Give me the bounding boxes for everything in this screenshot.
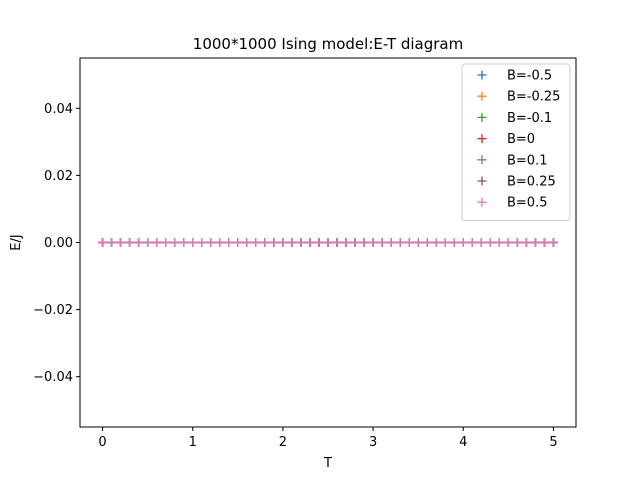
legend-label: B=0.1 xyxy=(507,153,548,168)
x-tick-label: 3 xyxy=(369,435,377,450)
x-tick-label: 5 xyxy=(549,435,557,450)
data-point xyxy=(350,238,360,247)
data-point xyxy=(404,238,414,247)
y-axis-label: E/J xyxy=(9,234,24,250)
legend-label: B=0 xyxy=(507,132,535,147)
data-point xyxy=(260,238,270,247)
data-point xyxy=(440,238,450,247)
data-point xyxy=(485,238,495,247)
x-tick-label: 2 xyxy=(279,435,287,450)
data-point xyxy=(539,238,549,247)
legend-label: B=-0.25 xyxy=(507,90,560,105)
data-point xyxy=(125,238,135,247)
data-point xyxy=(98,238,108,247)
data-point xyxy=(530,238,540,247)
data-point xyxy=(368,238,378,247)
data-point xyxy=(422,238,432,247)
data-point xyxy=(395,238,405,247)
y-tick-label: 0.04 xyxy=(44,102,73,117)
legend-marker xyxy=(477,70,487,80)
legend-label: B=-0.5 xyxy=(507,69,552,84)
data-point xyxy=(152,238,162,247)
legend-label: B=0.5 xyxy=(507,196,548,211)
data-point xyxy=(314,238,324,247)
data-point xyxy=(296,238,306,247)
legend-frame xyxy=(461,63,571,221)
legend-label: B=-0.1 xyxy=(507,111,552,126)
axis-ticks: 0 1 2 3 4 5 −0.04 −0.02 0.00 0.02 0.04 xyxy=(33,102,557,450)
data-point xyxy=(476,238,486,247)
x-tick-label: 0 xyxy=(98,435,106,450)
data-point xyxy=(278,238,288,247)
data-point xyxy=(269,238,279,247)
legend-label: B=0.25 xyxy=(507,175,556,190)
legend-marker xyxy=(477,91,487,101)
y-tick-label: 0.02 xyxy=(44,169,73,184)
data-point xyxy=(134,238,144,247)
data-point xyxy=(458,238,468,247)
data-point xyxy=(170,238,180,247)
data-point xyxy=(521,238,531,247)
data-point xyxy=(233,238,243,247)
legend-marker xyxy=(477,112,487,122)
data-point xyxy=(323,238,333,247)
x-tick-label: 4 xyxy=(459,435,467,450)
data-point xyxy=(206,238,216,247)
data-point xyxy=(503,238,513,247)
x-tick-label: 1 xyxy=(189,435,197,450)
data-point xyxy=(107,238,117,247)
data-point xyxy=(431,238,441,247)
data-point xyxy=(413,238,423,247)
y-tick-label: −0.04 xyxy=(33,370,73,385)
data-point xyxy=(377,238,387,247)
data-point xyxy=(332,238,342,247)
legend-marker xyxy=(477,155,487,165)
data-point xyxy=(188,238,198,247)
y-tick-label: −0.02 xyxy=(33,303,73,318)
data-point xyxy=(341,238,351,247)
data-point xyxy=(287,238,297,247)
data-point xyxy=(242,238,252,247)
y-tick-label: 0.00 xyxy=(44,236,73,251)
data-point xyxy=(197,238,207,247)
data-point xyxy=(512,238,522,247)
series-6 xyxy=(98,238,558,247)
chart-title: 1000*1000 Ising model:E-T diagram xyxy=(193,35,463,53)
data-point xyxy=(386,238,396,247)
data-marks xyxy=(98,238,558,247)
data-point xyxy=(494,238,504,247)
legend-marker xyxy=(477,176,487,186)
data-point xyxy=(305,238,315,247)
data-point xyxy=(143,238,153,247)
data-point xyxy=(161,238,171,247)
data-point xyxy=(116,238,126,247)
legend-marker xyxy=(477,197,487,207)
data-point xyxy=(548,238,558,247)
data-point xyxy=(467,238,477,247)
legend-marker xyxy=(477,134,487,144)
data-point xyxy=(251,238,261,247)
data-point xyxy=(224,238,234,247)
legend: B=-0.5 B=-0.25 B=-0.1 B=0 B=0.1 B=0.25 B=0.5 xyxy=(461,63,571,221)
x-axis-label: T xyxy=(323,456,332,471)
data-point xyxy=(179,238,189,247)
data-point xyxy=(449,238,459,247)
data-point xyxy=(359,238,369,247)
data-point xyxy=(215,238,225,247)
